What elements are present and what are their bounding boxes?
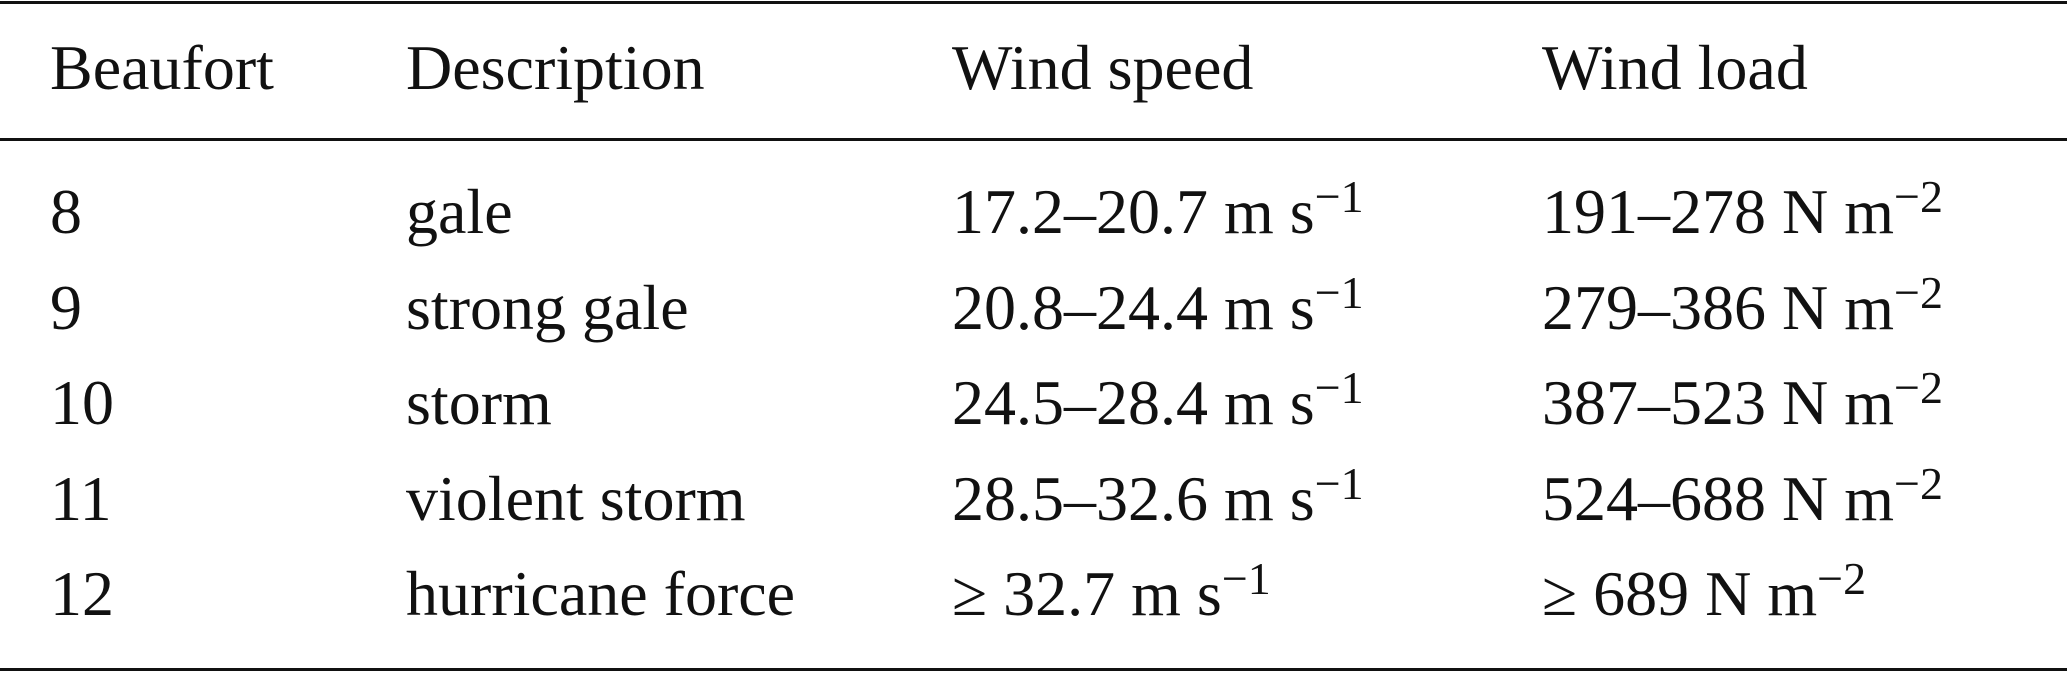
unit-cell: ≥ 689 N m−2 <box>1542 556 1866 626</box>
unit-cell: 20.8–24.4 m s−1 <box>952 269 1364 340</box>
cell-exponent: −2 <box>1894 266 1943 318</box>
cell-value: 387–523 N m <box>1542 367 1894 438</box>
unit-cell: 524–688 N m−2 <box>1542 460 1943 531</box>
cell-exponent: −2 <box>1894 362 1943 414</box>
bottom-rule <box>0 668 2067 671</box>
table-cell: strong gale <box>406 271 689 343</box>
table-cell: gale <box>406 176 513 247</box>
table-cell: 12 <box>50 558 114 629</box>
unit-cell: 387–523 N m−2 <box>1542 365 1943 435</box>
unit-cell: 17.2–20.7 m s−1 <box>952 174 1364 244</box>
cell-exponent: −2 <box>1894 171 1943 223</box>
cell-value: 279–386 N m <box>1542 271 1894 343</box>
cell-value: ≥ 32.7 m s <box>952 558 1222 629</box>
table-cell: storm <box>406 367 552 438</box>
unit-cell: ≥ 32.7 m s−1 <box>952 556 1271 626</box>
unit-cell: 28.5–32.6 m s−1 <box>952 460 1364 531</box>
table-cell: 9 <box>50 271 82 343</box>
header-cell: Wind speed <box>952 32 1254 103</box>
cell-exponent: −2 <box>1817 553 1867 605</box>
cell-exponent: −1 <box>1314 457 1364 509</box>
table-cell: 11 <box>50 462 112 534</box>
header-cell: Description <box>406 32 705 103</box>
unit-cell: 279–386 N m−2 <box>1542 269 1943 340</box>
mid-rule <box>0 138 2067 141</box>
cell-value: 28.5–32.6 m s <box>952 462 1315 534</box>
cell-value: 524–688 N m <box>1542 462 1894 534</box>
cell-exponent: −1 <box>1221 553 1271 605</box>
table-cell: hurricane force <box>406 558 796 629</box>
cell-value: 191–278 N m <box>1542 176 1894 247</box>
cell-exponent: −1 <box>1314 266 1364 318</box>
cell-value: 24.5–28.4 m s <box>952 367 1315 438</box>
unit-cell: 24.5–28.4 m s−1 <box>952 365 1364 435</box>
cell-value: 20.8–24.4 m s <box>952 271 1315 343</box>
header-cell: Beaufort <box>50 32 274 103</box>
cell-value: ≥ 689 N m <box>1542 558 1818 629</box>
cell-value: 17.2–20.7 m s <box>952 176 1315 247</box>
cell-exponent: −2 <box>1894 457 1943 509</box>
header-cell: Wind load <box>1542 32 1808 103</box>
cell-exponent: −1 <box>1314 171 1364 223</box>
unit-cell: 191–278 N m−2 <box>1542 174 1943 244</box>
top-rule <box>0 1 2067 4</box>
cell-exponent: −1 <box>1314 362 1364 414</box>
table-cell: violent storm <box>406 462 746 534</box>
table-cell: 8 <box>50 176 82 247</box>
table-cell: 10 <box>50 367 114 438</box>
